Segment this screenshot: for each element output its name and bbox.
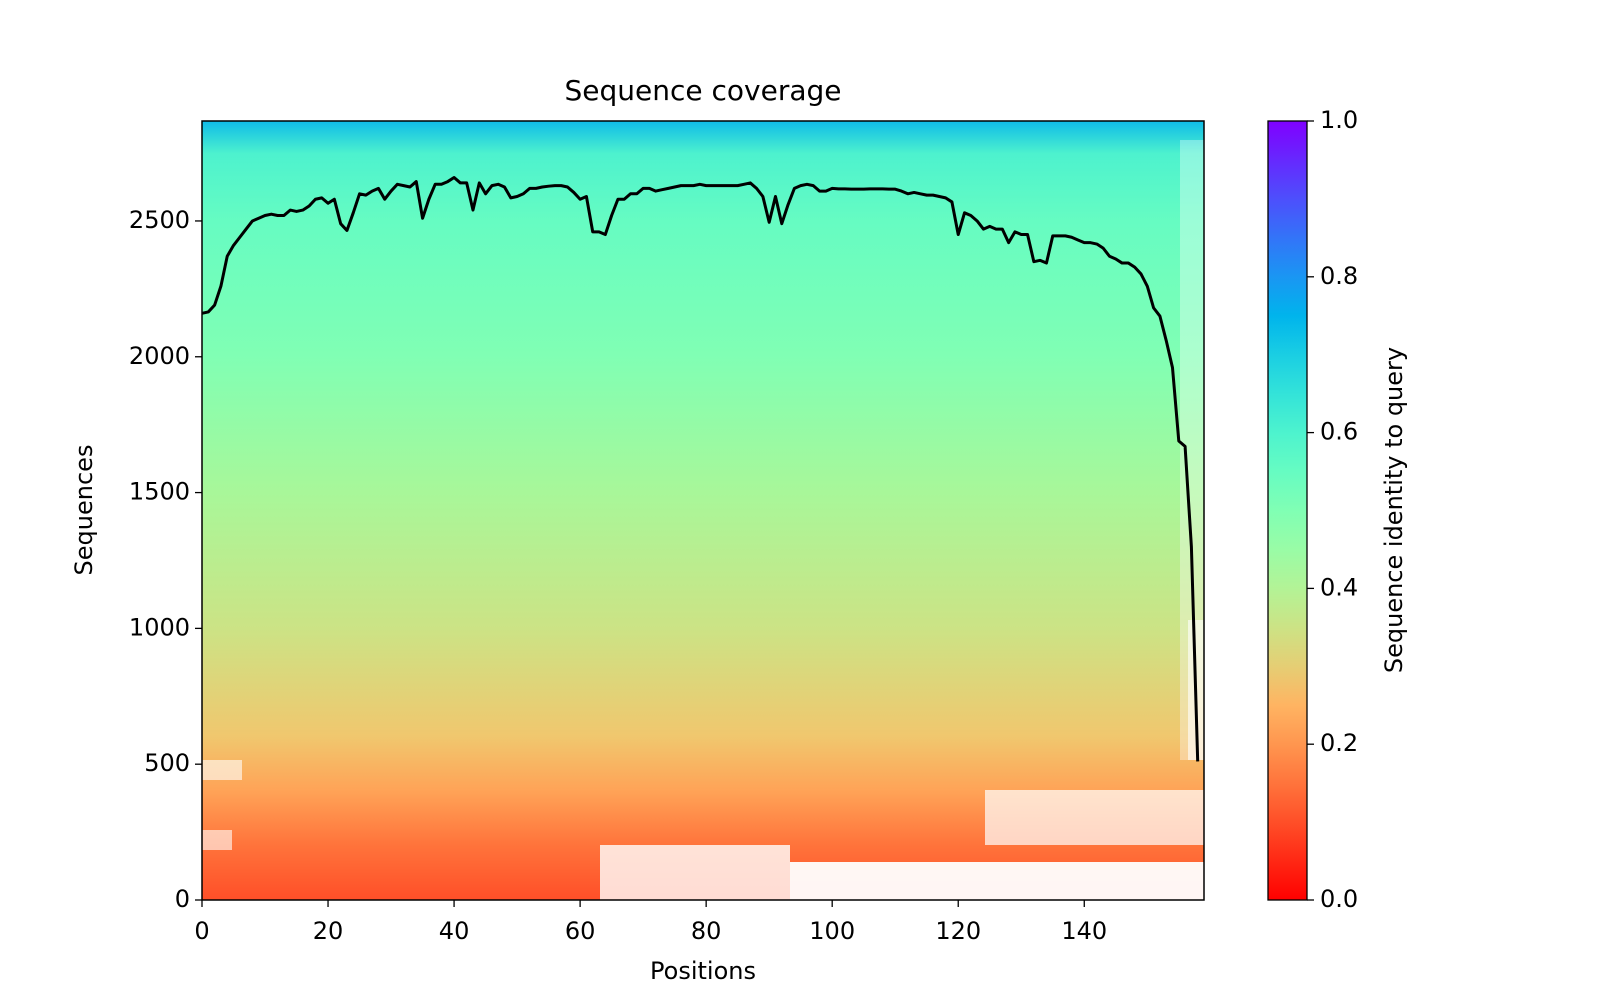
- colorbar-tick-label: 0.0: [1320, 885, 1358, 913]
- x-tick-label: 140: [1061, 917, 1107, 945]
- y-axis-label: Sequences: [70, 445, 98, 576]
- colorbar-tick-label: 0.8: [1320, 262, 1358, 290]
- x-tick-label: 40: [439, 917, 470, 945]
- y-tick-label: 2500: [129, 206, 190, 234]
- colorbar: [1267, 120, 1308, 901]
- y-tick-label: 0: [175, 885, 190, 913]
- coverage-heatmap: [202, 121, 1204, 900]
- x-tick-label: 0: [194, 917, 209, 945]
- colorbar-label: Sequence identity to query: [1380, 347, 1408, 673]
- x-axis-label: Positions: [650, 957, 756, 985]
- chart-title: Sequence coverage: [564, 74, 841, 107]
- y-tick-label: 1000: [129, 613, 190, 641]
- x-tick-label: 20: [313, 917, 344, 945]
- x-tick-label: 80: [691, 917, 722, 945]
- x-tick-label: 60: [565, 917, 596, 945]
- x-tick-label: 100: [809, 917, 855, 945]
- plot-frame: [201, 120, 1205, 901]
- colorbar-tick-label: 1.0: [1320, 106, 1358, 134]
- y-tick-label: 2000: [129, 342, 190, 370]
- coverage-line: [201, 176, 1200, 762]
- y-tick-label: 500: [144, 749, 190, 777]
- colorbar-tick-label: 0.2: [1320, 729, 1358, 757]
- colorbar-tick-label: 0.6: [1320, 418, 1358, 446]
- x-tick-label: 120: [935, 917, 981, 945]
- colorbar-tick-label: 0.4: [1320, 573, 1358, 601]
- y-tick-label: 1500: [129, 478, 190, 506]
